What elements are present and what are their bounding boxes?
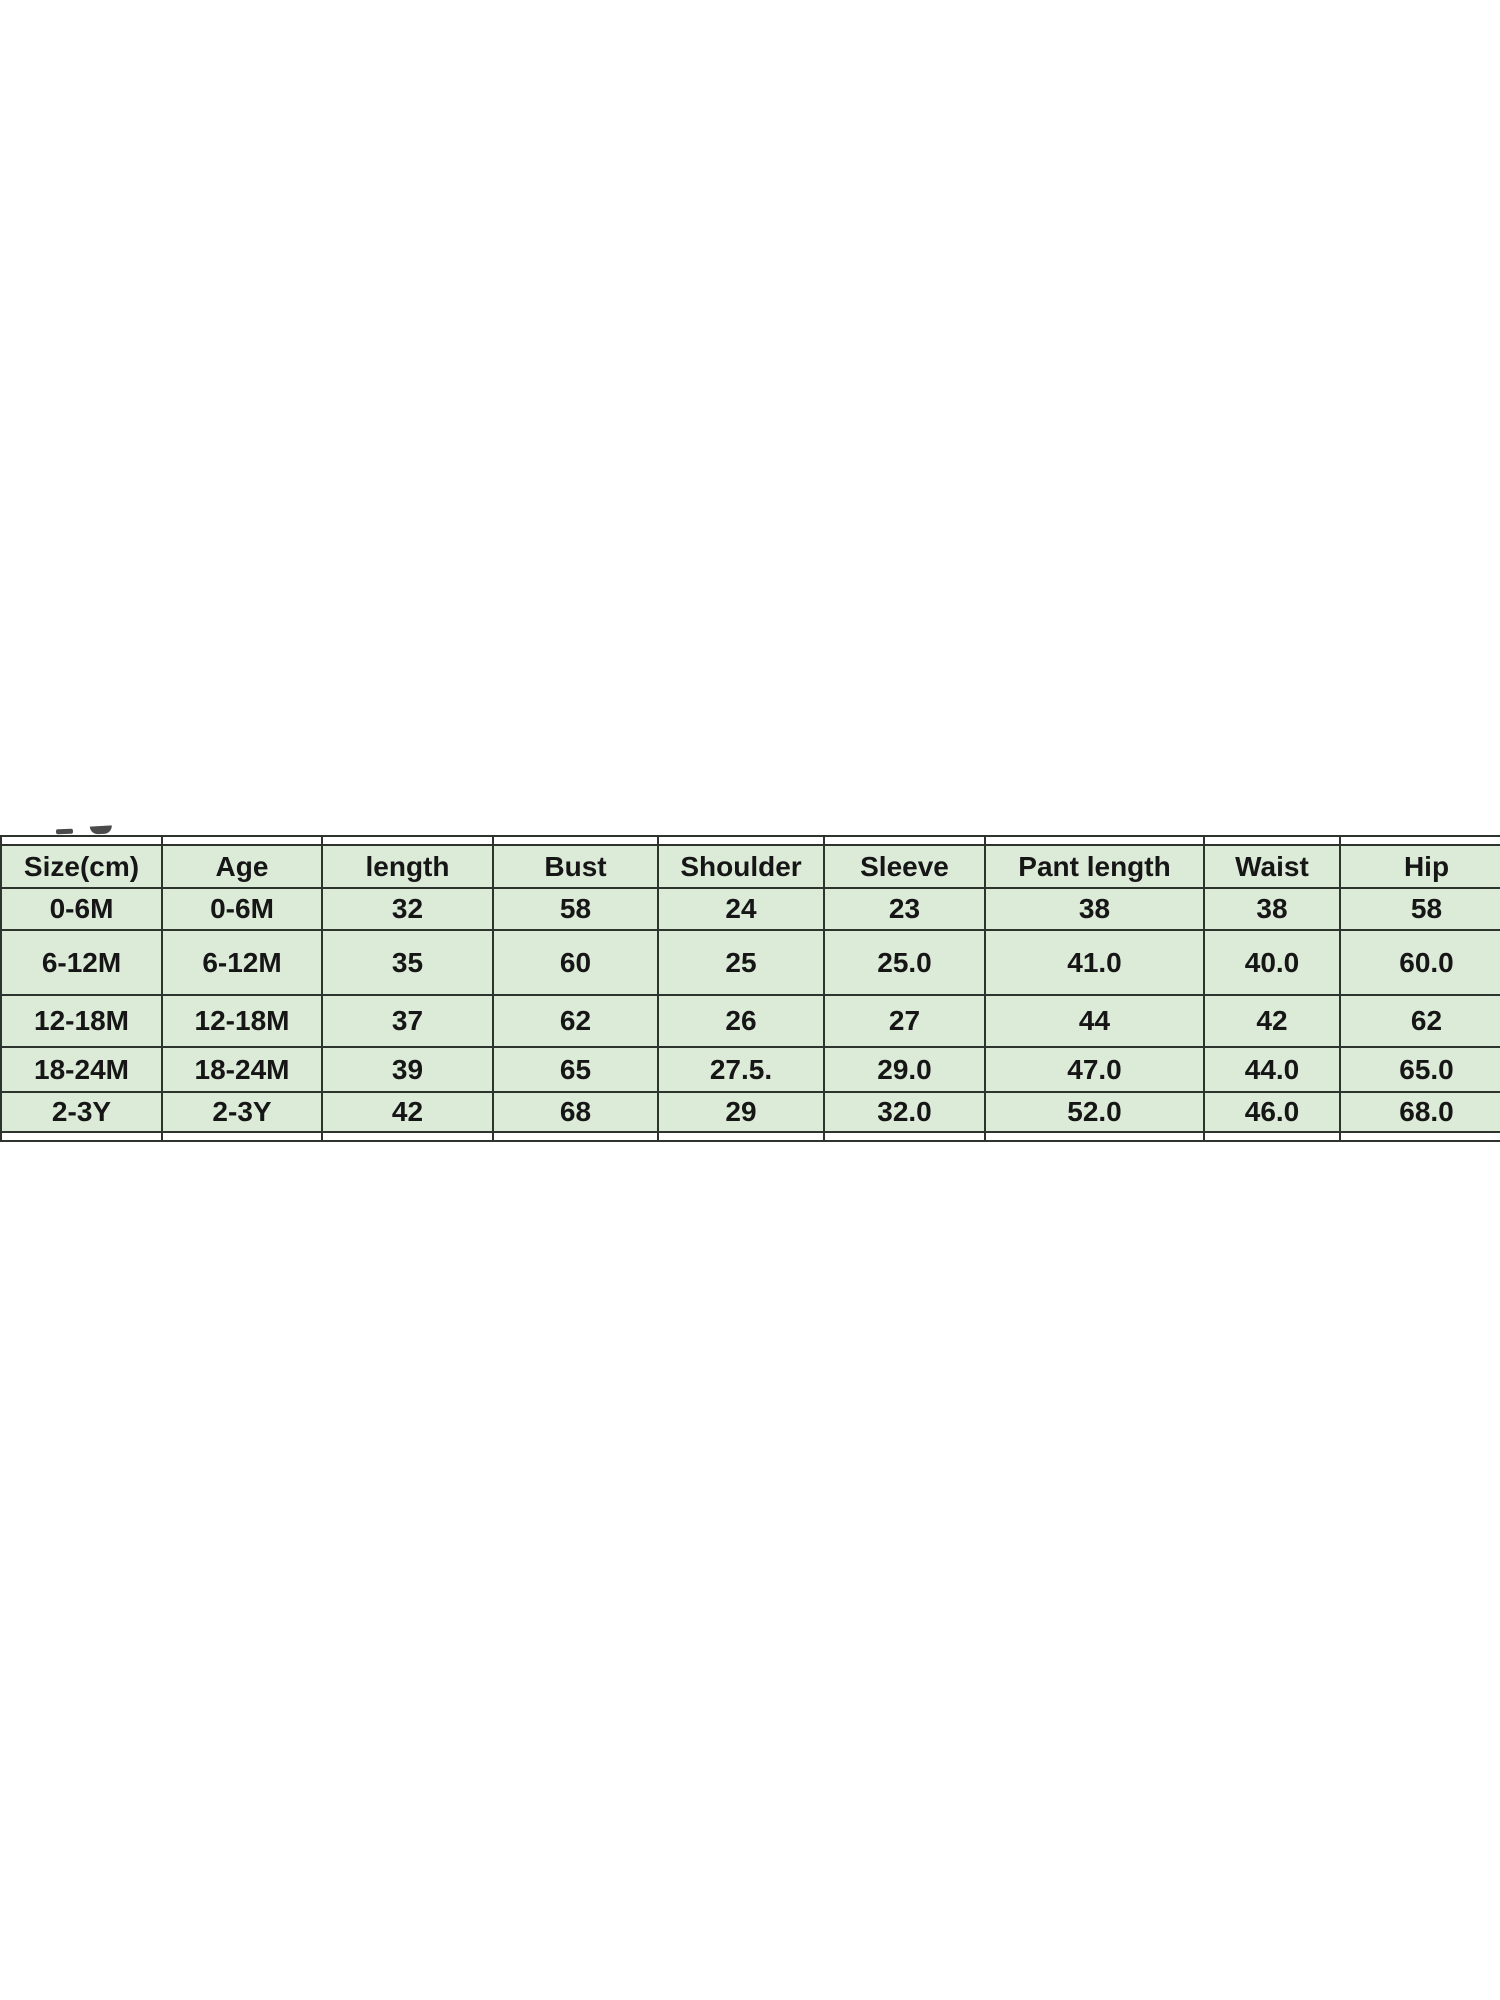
cell-age: 12-18M (161, 994, 323, 1048)
spacer-cell (492, 1131, 659, 1142)
spacer-cell (823, 1131, 986, 1142)
cell-hip: 68.0 (1339, 1091, 1500, 1133)
cell-length: 42 (321, 1091, 494, 1133)
cell-size: 18-24M (0, 1046, 163, 1093)
table-row-2-3y: 2-3Y 2-3Y 42 68 29 32.0 52.0 46.0 68.0 (0, 1091, 1500, 1133)
cropped-text-remnant (55, 828, 74, 835)
cell-pant-length: 44 (984, 994, 1205, 1048)
cell-pant-length: 52.0 (984, 1091, 1205, 1133)
table-top-spacer-row (0, 835, 1500, 846)
cell-age: 6-12M (161, 929, 323, 996)
column-header-hip: Hip (1339, 844, 1500, 889)
table-row-12-18m: 12-18M 12-18M 37 62 26 27 44 42 62 (0, 994, 1500, 1048)
cell-size: 12-18M (0, 994, 163, 1048)
cell-waist: 38 (1203, 887, 1341, 931)
cell-hip: 62 (1339, 994, 1500, 1048)
cell-sleeve: 23 (823, 887, 986, 931)
cell-bust: 60 (492, 929, 659, 996)
spacer-cell (984, 835, 1205, 846)
cell-waist: 40.0 (1203, 929, 1341, 996)
column-header-shoulder: Shoulder (657, 844, 825, 889)
spacer-cell (492, 835, 659, 846)
cell-bust: 68 (492, 1091, 659, 1133)
cell-waist: 42 (1203, 994, 1341, 1048)
cell-size: 0-6M (0, 887, 163, 931)
cropped-text-remnant (89, 825, 113, 835)
cell-shoulder: 24 (657, 887, 825, 931)
column-header-length: length (321, 844, 494, 889)
cell-waist: 44.0 (1203, 1046, 1341, 1093)
column-header-bust: Bust (492, 844, 659, 889)
spacer-cell (0, 1131, 163, 1142)
cell-length: 32 (321, 887, 494, 931)
column-header-waist: Waist (1203, 844, 1341, 889)
cell-waist: 46.0 (1203, 1091, 1341, 1133)
cell-age: 18-24M (161, 1046, 323, 1093)
cell-shoulder: 26 (657, 994, 825, 1048)
column-header-pant-length: Pant length (984, 844, 1205, 889)
spacer-cell (1339, 1131, 1500, 1142)
spacer-cell (1203, 1131, 1341, 1142)
cell-pant-length: 38 (984, 887, 1205, 931)
table-row-18-24m: 18-24M 18-24M 39 65 27.5. 29.0 47.0 44.0… (0, 1046, 1500, 1093)
cell-hip: 65.0 (1339, 1046, 1500, 1093)
cell-size: 2-3Y (0, 1091, 163, 1133)
cell-hip: 60.0 (1339, 929, 1500, 996)
spacer-cell (161, 835, 323, 846)
cell-sleeve: 27 (823, 994, 986, 1048)
spacer-cell (161, 1131, 323, 1142)
table-row-0-6m: 0-6M 0-6M 32 58 24 23 38 38 58 (0, 887, 1500, 931)
size-chart-table: Size(cm) Age length Bust Shoulder Sleeve… (0, 835, 1500, 1142)
spacer-cell (1339, 835, 1500, 846)
cell-shoulder: 25 (657, 929, 825, 996)
spacer-cell (321, 1131, 494, 1142)
cell-size: 6-12M (0, 929, 163, 996)
cell-length: 35 (321, 929, 494, 996)
cell-sleeve: 25.0 (823, 929, 986, 996)
cell-bust: 62 (492, 994, 659, 1048)
column-header-sleeve: Sleeve (823, 844, 986, 889)
table-bottom-spacer-row (0, 1131, 1500, 1142)
cell-pant-length: 41.0 (984, 929, 1205, 996)
spacer-cell (823, 835, 986, 846)
cell-age: 0-6M (161, 887, 323, 931)
cell-shoulder: 27.5. (657, 1046, 825, 1093)
cell-sleeve: 29.0 (823, 1046, 986, 1093)
cell-length: 37 (321, 994, 494, 1048)
spacer-cell (321, 835, 494, 846)
column-header-size: Size(cm) (0, 844, 163, 889)
spacer-cell (657, 1131, 825, 1142)
column-header-age: Age (161, 844, 323, 889)
table-header-row: Size(cm) Age length Bust Shoulder Sleeve… (0, 844, 1500, 889)
spacer-cell (1203, 835, 1341, 846)
cell-shoulder: 29 (657, 1091, 825, 1133)
spacer-cell (0, 835, 163, 846)
cell-bust: 65 (492, 1046, 659, 1093)
table-row-6-12m: 6-12M 6-12M 35 60 25 25.0 41.0 40.0 60.0 (0, 929, 1500, 996)
cell-length: 39 (321, 1046, 494, 1093)
cell-pant-length: 47.0 (984, 1046, 1205, 1093)
cell-sleeve: 32.0 (823, 1091, 986, 1133)
cell-age: 2-3Y (161, 1091, 323, 1133)
cell-bust: 58 (492, 887, 659, 931)
cell-hip: 58 (1339, 887, 1500, 931)
spacer-cell (657, 835, 825, 846)
spacer-cell (984, 1131, 1205, 1142)
